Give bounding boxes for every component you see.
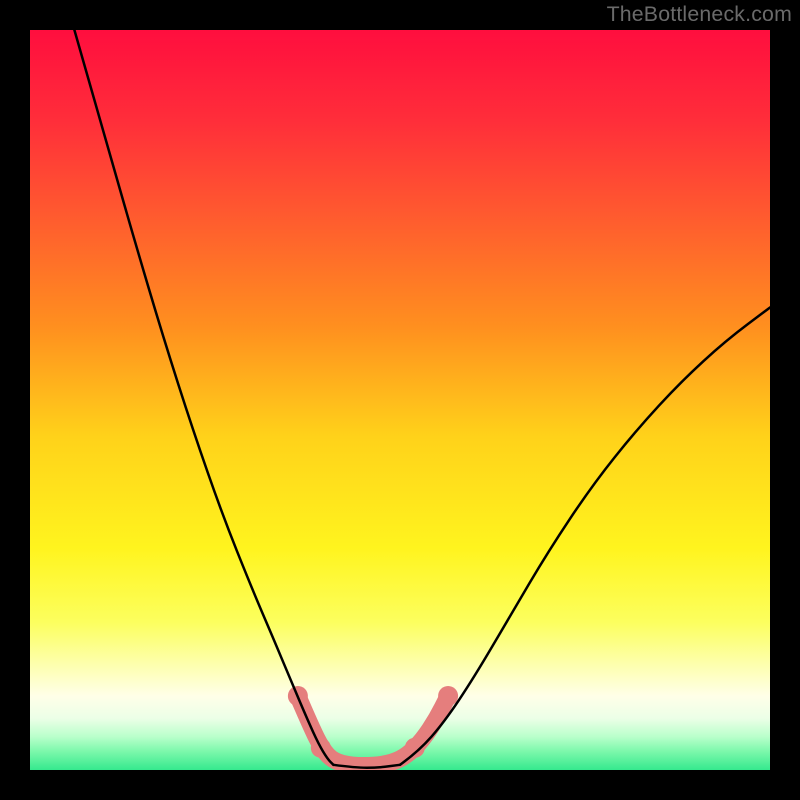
chart-frame: TheBottleneck.com (0, 0, 800, 800)
watermark-text: TheBottleneck.com (607, 2, 792, 27)
gradient-background (30, 30, 770, 770)
bottleneck-chart (0, 0, 800, 800)
